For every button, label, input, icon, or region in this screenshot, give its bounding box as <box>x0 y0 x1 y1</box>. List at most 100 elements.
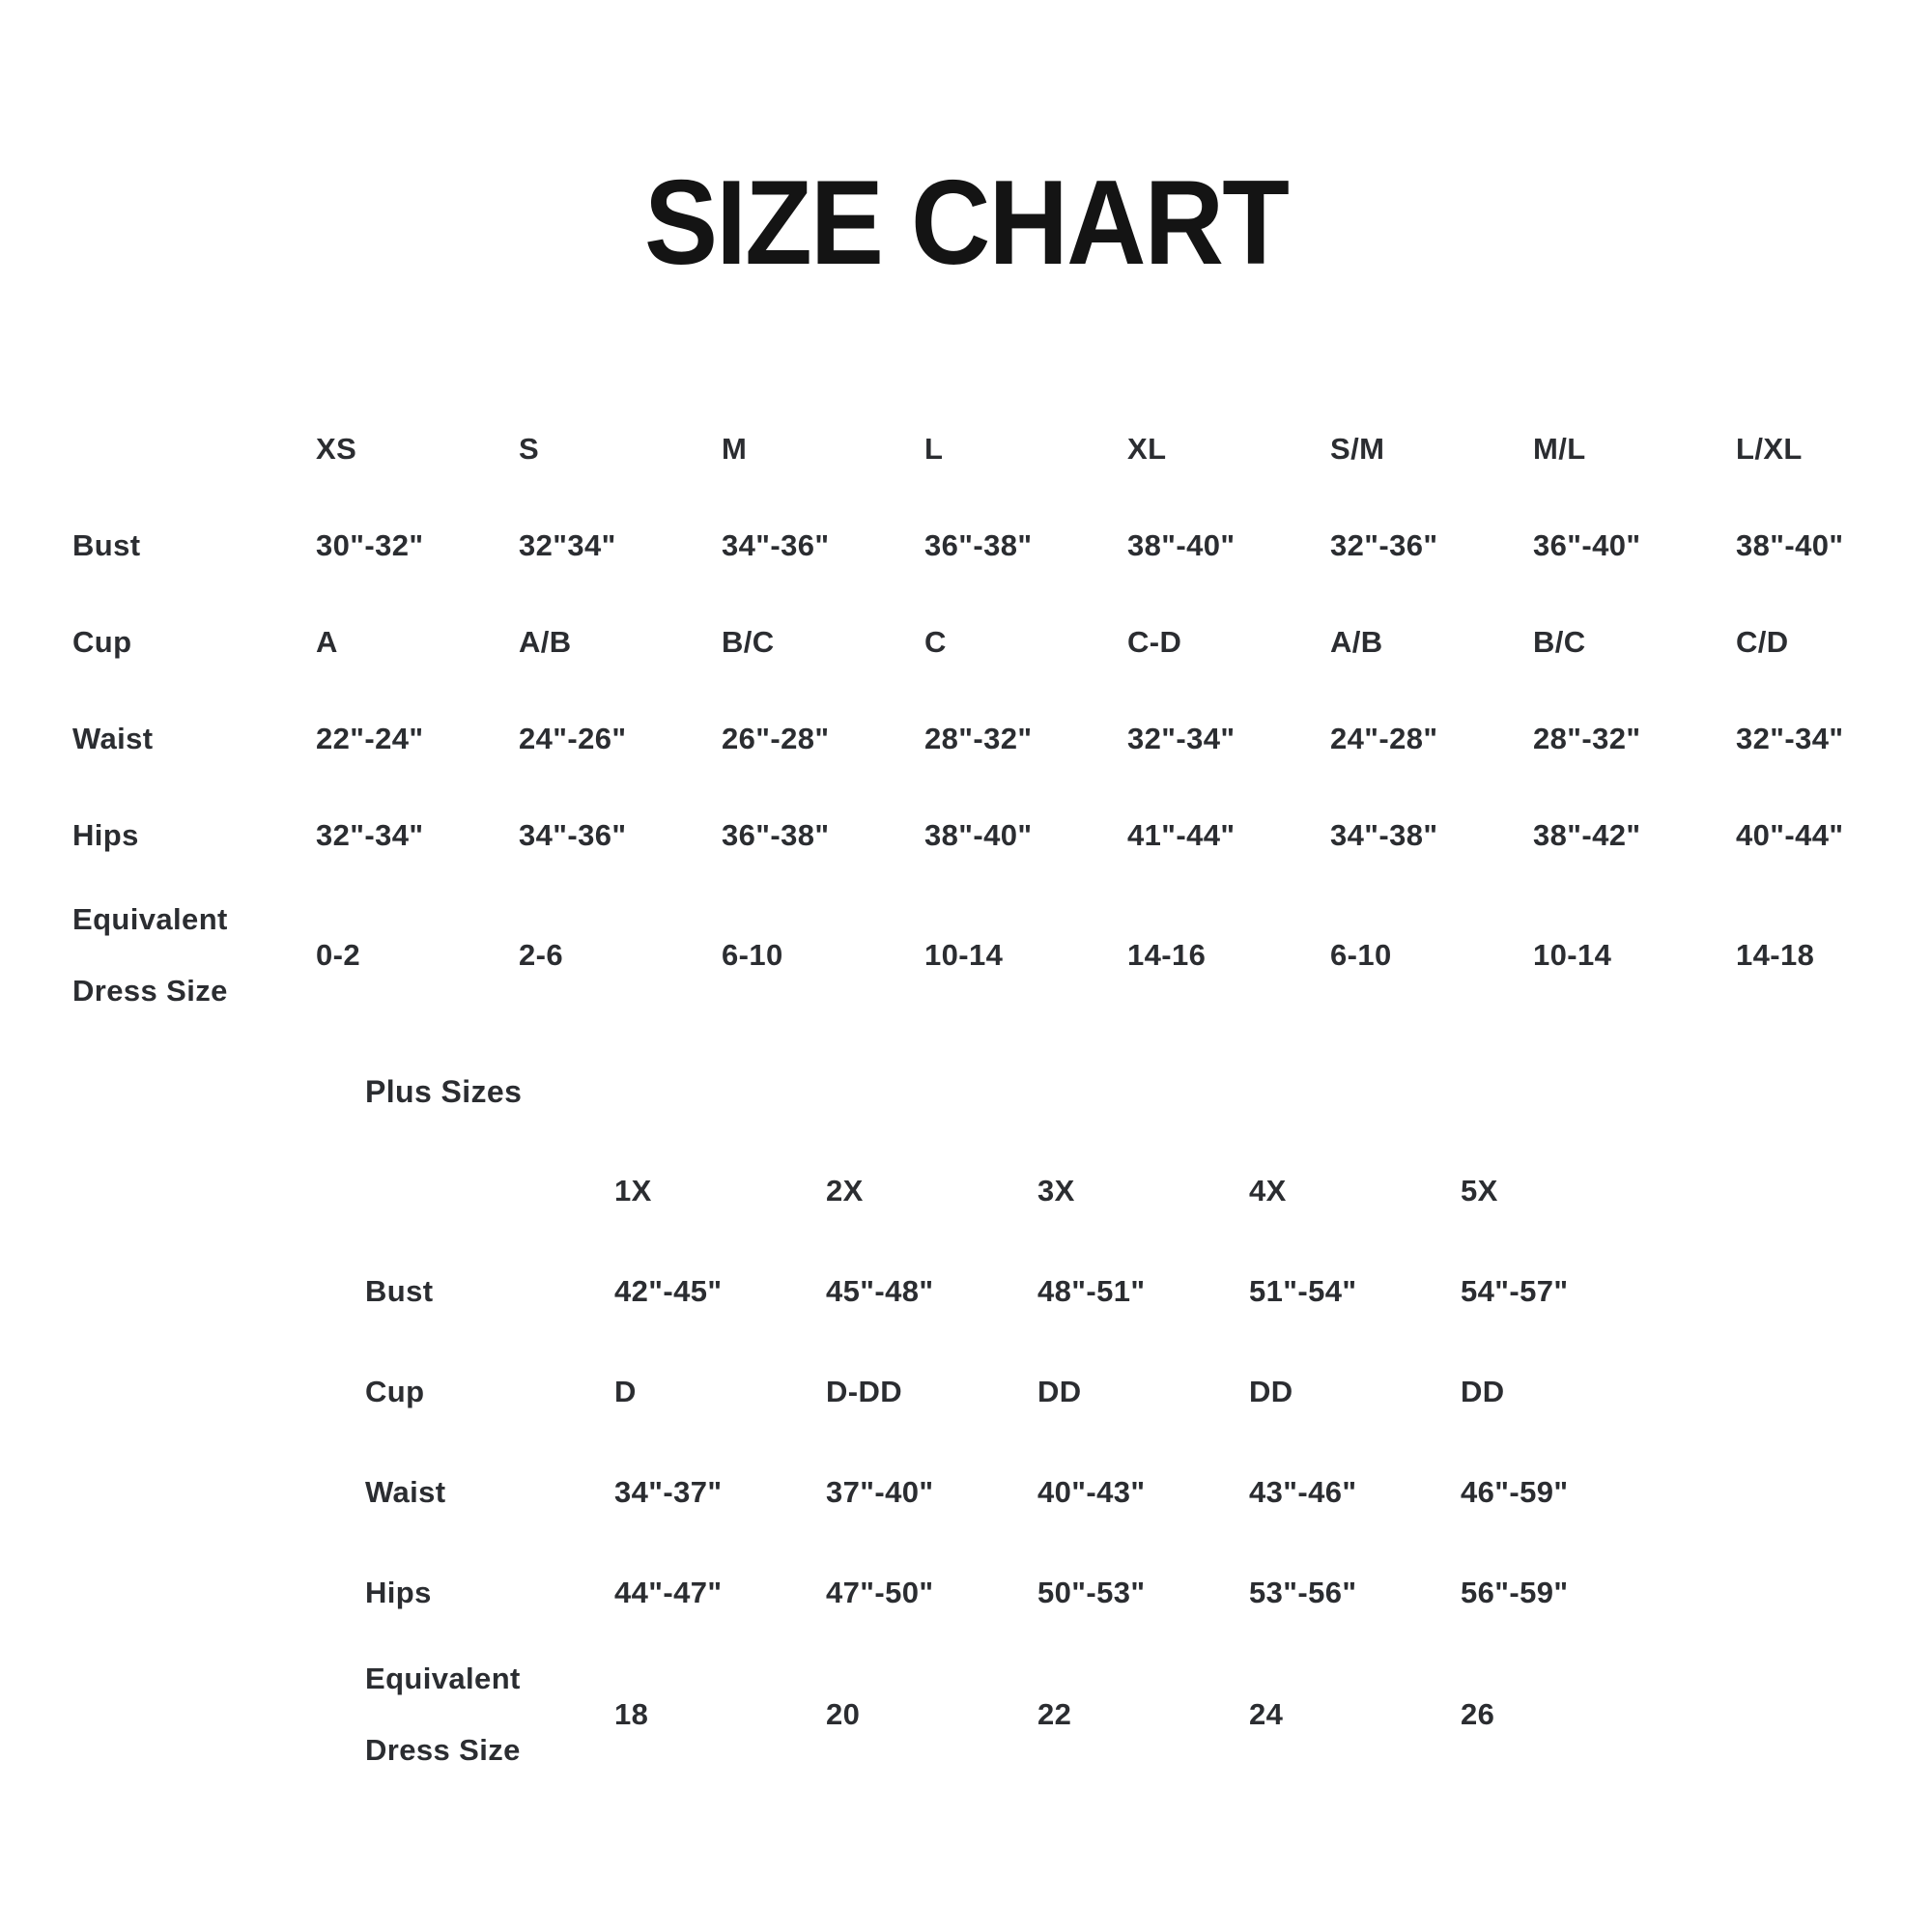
row-label-line2: Dress Size <box>72 974 228 1008</box>
size-cell: 32"-34" <box>316 818 424 852</box>
size-cell: 34"-37" <box>614 1475 723 1509</box>
size-cell: 32"34" <box>519 528 616 562</box>
size-cell: 32"-34" <box>1127 722 1236 755</box>
table-row: Hips 44"-47" 47"-50" 50"-53" 53"-56" 56"… <box>365 1543 1672 1643</box>
plus-sizes-heading: Plus Sizes <box>365 1074 523 1109</box>
page-title: SIZE CHART <box>643 156 1290 290</box>
size-cell: C-D <box>1127 625 1182 659</box>
size-cell: 41"-44" <box>1127 818 1236 852</box>
size-cell: 44"-47" <box>614 1576 723 1609</box>
size-cell: 56"-59" <box>1461 1576 1569 1609</box>
size-cell: 34"-36" <box>519 818 627 852</box>
size-cell: 10-14 <box>1533 938 1612 972</box>
size-cell: A <box>316 625 338 659</box>
size-cell: C/D <box>1736 625 1789 659</box>
size-cell: 46"-59" <box>1461 1475 1569 1509</box>
size-cell: 40"-43" <box>1037 1475 1146 1509</box>
size-cell: 30"-32" <box>316 528 424 562</box>
size-cell: 14-16 <box>1127 938 1207 972</box>
column-header-xl: XL <box>1127 432 1167 466</box>
row-label: Bust <box>72 528 141 562</box>
row-label: Equivalent Dress Size <box>365 1643 614 1786</box>
table-row: Equivalent Dress Size 18 20 22 24 26 <box>365 1643 1672 1778</box>
row-label: Hips <box>365 1576 432 1609</box>
row-label: Equivalent Dress Size <box>72 884 316 1027</box>
table-header-row: XS S M L XL S/M M/L L/XL <box>72 401 1932 497</box>
row-label: Cup <box>365 1375 425 1408</box>
table-row: Equivalent Dress Size 0-2 2-6 6-10 10-14… <box>72 884 1932 1019</box>
column-header-lxl: L/XL <box>1736 432 1803 466</box>
plus-size-table: 1X 2X 3X 4X 5X Bust 42"-45" 45"-48" 48"-… <box>365 1141 1672 1778</box>
column-header-1x: 1X <box>614 1174 652 1208</box>
size-cell: 28"-32" <box>924 722 1033 755</box>
size-cell: DD <box>1037 1375 1082 1408</box>
size-cell: 24 <box>1249 1697 1284 1731</box>
standard-size-table: XS S M L XL S/M M/L L/XL Bust 30"-32" 32… <box>72 401 1932 1019</box>
size-cell: 18 <box>614 1697 649 1731</box>
row-label: Hips <box>72 818 139 852</box>
size-cell: 0-2 <box>316 938 361 972</box>
column-header-xs: XS <box>316 432 357 466</box>
column-header-m: M <box>722 432 748 466</box>
size-cell: DD <box>1249 1375 1293 1408</box>
size-cell: 20 <box>826 1697 861 1731</box>
size-cell: 43"-46" <box>1249 1475 1357 1509</box>
column-header-l: L <box>924 432 944 466</box>
table-row: Hips 32"-34" 34"-36" 36"-38" 38"-40" 41"… <box>72 787 1932 884</box>
size-cell: 37"-40" <box>826 1475 934 1509</box>
size-cell: 53"-56" <box>1249 1576 1357 1609</box>
row-label: Waist <box>72 722 154 755</box>
size-cell: 2-6 <box>519 938 564 972</box>
size-cell: 54"-57" <box>1461 1274 1569 1308</box>
column-header-4x: 4X <box>1249 1174 1287 1208</box>
column-header-ml: M/L <box>1533 432 1586 466</box>
table-row: Cup A A/B B/C C C-D A/B B/C C/D <box>72 594 1932 691</box>
table-header-row: 1X 2X 3X 4X 5X <box>365 1141 1672 1241</box>
size-cell: 38"-40" <box>1127 528 1236 562</box>
column-header-3x: 3X <box>1037 1174 1075 1208</box>
size-cell: 32"-36" <box>1330 528 1438 562</box>
size-cell: A/B <box>1330 625 1383 659</box>
size-cell: 51"-54" <box>1249 1274 1357 1308</box>
size-cell: 34"-38" <box>1330 818 1438 852</box>
size-cell: 32"-34" <box>1736 722 1844 755</box>
size-cell: 38"-42" <box>1533 818 1641 852</box>
row-label-line1: Equivalent <box>72 902 228 936</box>
size-cell: 47"-50" <box>826 1576 934 1609</box>
size-cell: 22 <box>1037 1697 1072 1731</box>
size-cell: D <box>614 1375 637 1408</box>
column-header-2x: 2X <box>826 1174 864 1208</box>
size-cell: 36"-38" <box>722 818 830 852</box>
size-cell: D-DD <box>826 1375 903 1408</box>
size-cell: B/C <box>1533 625 1586 659</box>
size-cell: 50"-53" <box>1037 1576 1146 1609</box>
row-label-line1: Equivalent <box>365 1662 521 1695</box>
size-cell: 38"-40" <box>924 818 1033 852</box>
size-cell: 36"-38" <box>924 528 1033 562</box>
size-cell: C <box>924 625 947 659</box>
column-header-5x: 5X <box>1461 1174 1498 1208</box>
table-row: Waist 34"-37" 37"-40" 40"-43" 43"-46" 46… <box>365 1442 1672 1543</box>
size-cell: 14-18 <box>1736 938 1815 972</box>
table-row: Bust 30"-32" 32"34" 34"-36" 36"-38" 38"-… <box>72 497 1932 594</box>
size-cell: 26"-28" <box>722 722 830 755</box>
size-cell: 24"-28" <box>1330 722 1438 755</box>
size-cell: 45"-48" <box>826 1274 934 1308</box>
size-cell: 22"-24" <box>316 722 424 755</box>
size-cell: DD <box>1461 1375 1505 1408</box>
size-cell: 34"-36" <box>722 528 830 562</box>
size-cell: 40"-44" <box>1736 818 1844 852</box>
size-cell: 6-10 <box>1330 938 1392 972</box>
size-cell: 24"-26" <box>519 722 627 755</box>
column-header-s: S <box>519 432 540 466</box>
size-cell: 36"-40" <box>1533 528 1641 562</box>
size-cell: 26 <box>1461 1697 1495 1731</box>
table-row: Cup D D-DD DD DD DD <box>365 1342 1672 1442</box>
table-row: Waist 22"-24" 24"-26" 26"-28" 28"-32" 32… <box>72 691 1932 787</box>
size-cell: 42"-45" <box>614 1274 723 1308</box>
size-cell: 6-10 <box>722 938 783 972</box>
size-cell: 10-14 <box>924 938 1004 972</box>
row-label-line2: Dress Size <box>365 1733 521 1767</box>
size-cell: 28"-32" <box>1533 722 1641 755</box>
